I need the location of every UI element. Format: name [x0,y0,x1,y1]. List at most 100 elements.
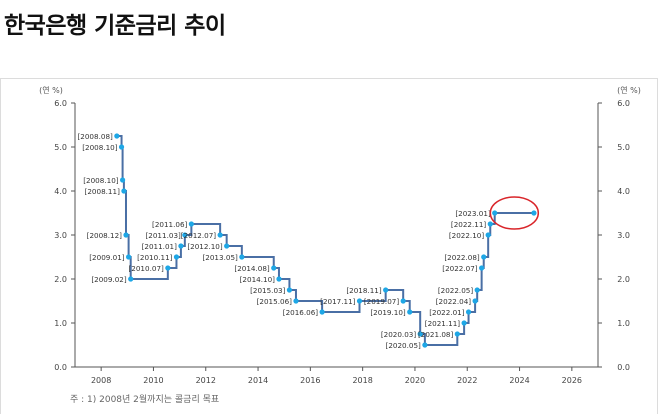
x-tick-label: 2022 [457,376,477,385]
y-tick-label-right: 4.0 [617,187,630,196]
series-line [116,135,534,346]
data-label: [2022.08] [444,253,480,262]
right-unit-label: (연 %) [617,86,641,95]
data-point [128,276,134,282]
y-tick-label-left: 2.0 [54,275,67,284]
data-label: [2014.08] [234,264,270,273]
data-label: [2011.06] [152,220,188,229]
y-tick-label-right: 0.0 [617,363,630,372]
data-point [217,232,223,238]
data-label: [2021.08] [418,330,454,339]
chart-container: (연 %) (연 %) 0.0 0.0 1.0 1.0 2.0 2.0 3.0 3.0 4.0 4.0… [0,78,658,414]
data-label: [2009.02] [91,275,127,284]
y-tick-label-right: 5.0 [617,143,630,152]
data-label: [2008.12] [87,231,123,240]
data-point [293,298,299,304]
data-point [474,287,480,293]
data-label: [2016.06] [283,308,319,317]
y-tick-label-right: 1.0 [617,319,630,328]
data-point [188,221,194,227]
data-point [271,265,277,271]
y-tick-label-left: 4.0 [54,187,67,196]
y-tick-label-left: 6.0 [54,99,67,108]
x-tick-label: 2026 [562,376,582,385]
x-tick-label: 2008 [91,376,111,385]
data-label: [2019.10] [370,308,406,317]
data-point [165,265,171,271]
y-tick-label-right: 2.0 [617,275,630,284]
data-point [356,298,363,304]
data-point [417,331,423,337]
y-tick-label-left: 0.0 [54,363,67,372]
data-point [383,287,389,293]
data-point [485,232,491,238]
y-tick-label-left: 3.0 [54,231,67,240]
data-point [481,254,487,260]
data-label: [2023.01] [455,209,491,218]
data-label: [2008.10] [82,143,118,152]
data-label: [2008.11] [85,187,121,196]
data-label: [2011.01] [142,242,178,251]
data-point [400,298,406,304]
data-label: [2015.06] [257,297,293,306]
data-label: [2022.07] [442,264,478,273]
data-label: [2020.03] [381,330,417,339]
data-point [465,309,472,315]
data-label: [2008.08] [77,132,113,141]
data-point [531,210,537,216]
highlight-ellipse [489,196,540,230]
data-label: [2022.05] [438,286,474,295]
data-label: [2009.01] [89,253,125,262]
data-label: [2021.11] [425,319,461,328]
data-point [224,243,230,249]
data-point [118,144,125,150]
data-label: [2012.10] [187,242,223,251]
data-point [454,331,460,337]
left-unit-label: (연 %) [39,86,63,95]
x-tick-label: 2018 [352,376,372,385]
data-label: [2008.10] [83,176,119,185]
data-point [126,254,132,260]
data-point [492,210,498,216]
data-label: [2010.11] [137,253,173,262]
data-point [407,309,413,315]
data-point [119,177,126,183]
data-label: [2022.04] [436,297,472,306]
x-tick-label: 2014 [248,376,268,385]
data-point [461,320,467,326]
data-label: [2019.07] [364,297,400,306]
data-label: [2015.03] [250,286,286,295]
x-tick-label: 2024 [509,376,529,385]
data-label: [2022.01] [429,308,465,317]
data-label: [2020.05] [386,341,422,350]
y-tick-label-right: 3.0 [617,231,630,240]
data-label: [2011.03] [145,231,181,240]
data-point [276,276,282,282]
y-tick-label-left: 1.0 [54,319,67,328]
data-label: [2022.10] [449,231,485,240]
data-point [487,221,493,227]
data-label: [2014.10] [240,275,276,284]
data-point [422,342,428,348]
data-label: [2010.07] [128,264,164,273]
data-point [173,254,180,260]
data-point [319,309,325,315]
x-tick-label: 2020 [405,376,425,385]
data-point [178,243,184,249]
x-tick-label: 2010 [143,376,163,385]
y-tick-label-right: 6.0 [617,99,630,108]
data-label: [2017.11] [320,297,356,306]
data-label: [2022.11] [451,220,487,229]
y-tick-label-left: 5.0 [54,143,67,152]
data-point [182,232,188,238]
footnote: 주 : 1) 2008년 2월까지는 콜금리 목표 [70,395,220,405]
data-point [479,265,485,271]
x-tick-label: 2016 [300,376,320,385]
data-point [123,232,129,238]
rate-chart: (연 %) (연 %) 0.0 0.0 1.0 1.0 2.0 2.0 3.0 3.0 4.0 4.0… [39,86,641,385]
x-tick-label: 2012 [196,376,216,385]
data-point [239,254,245,260]
data-label: [2013.05] [202,253,238,262]
data-label: [2012.07] [181,231,217,240]
data-point [286,287,293,293]
